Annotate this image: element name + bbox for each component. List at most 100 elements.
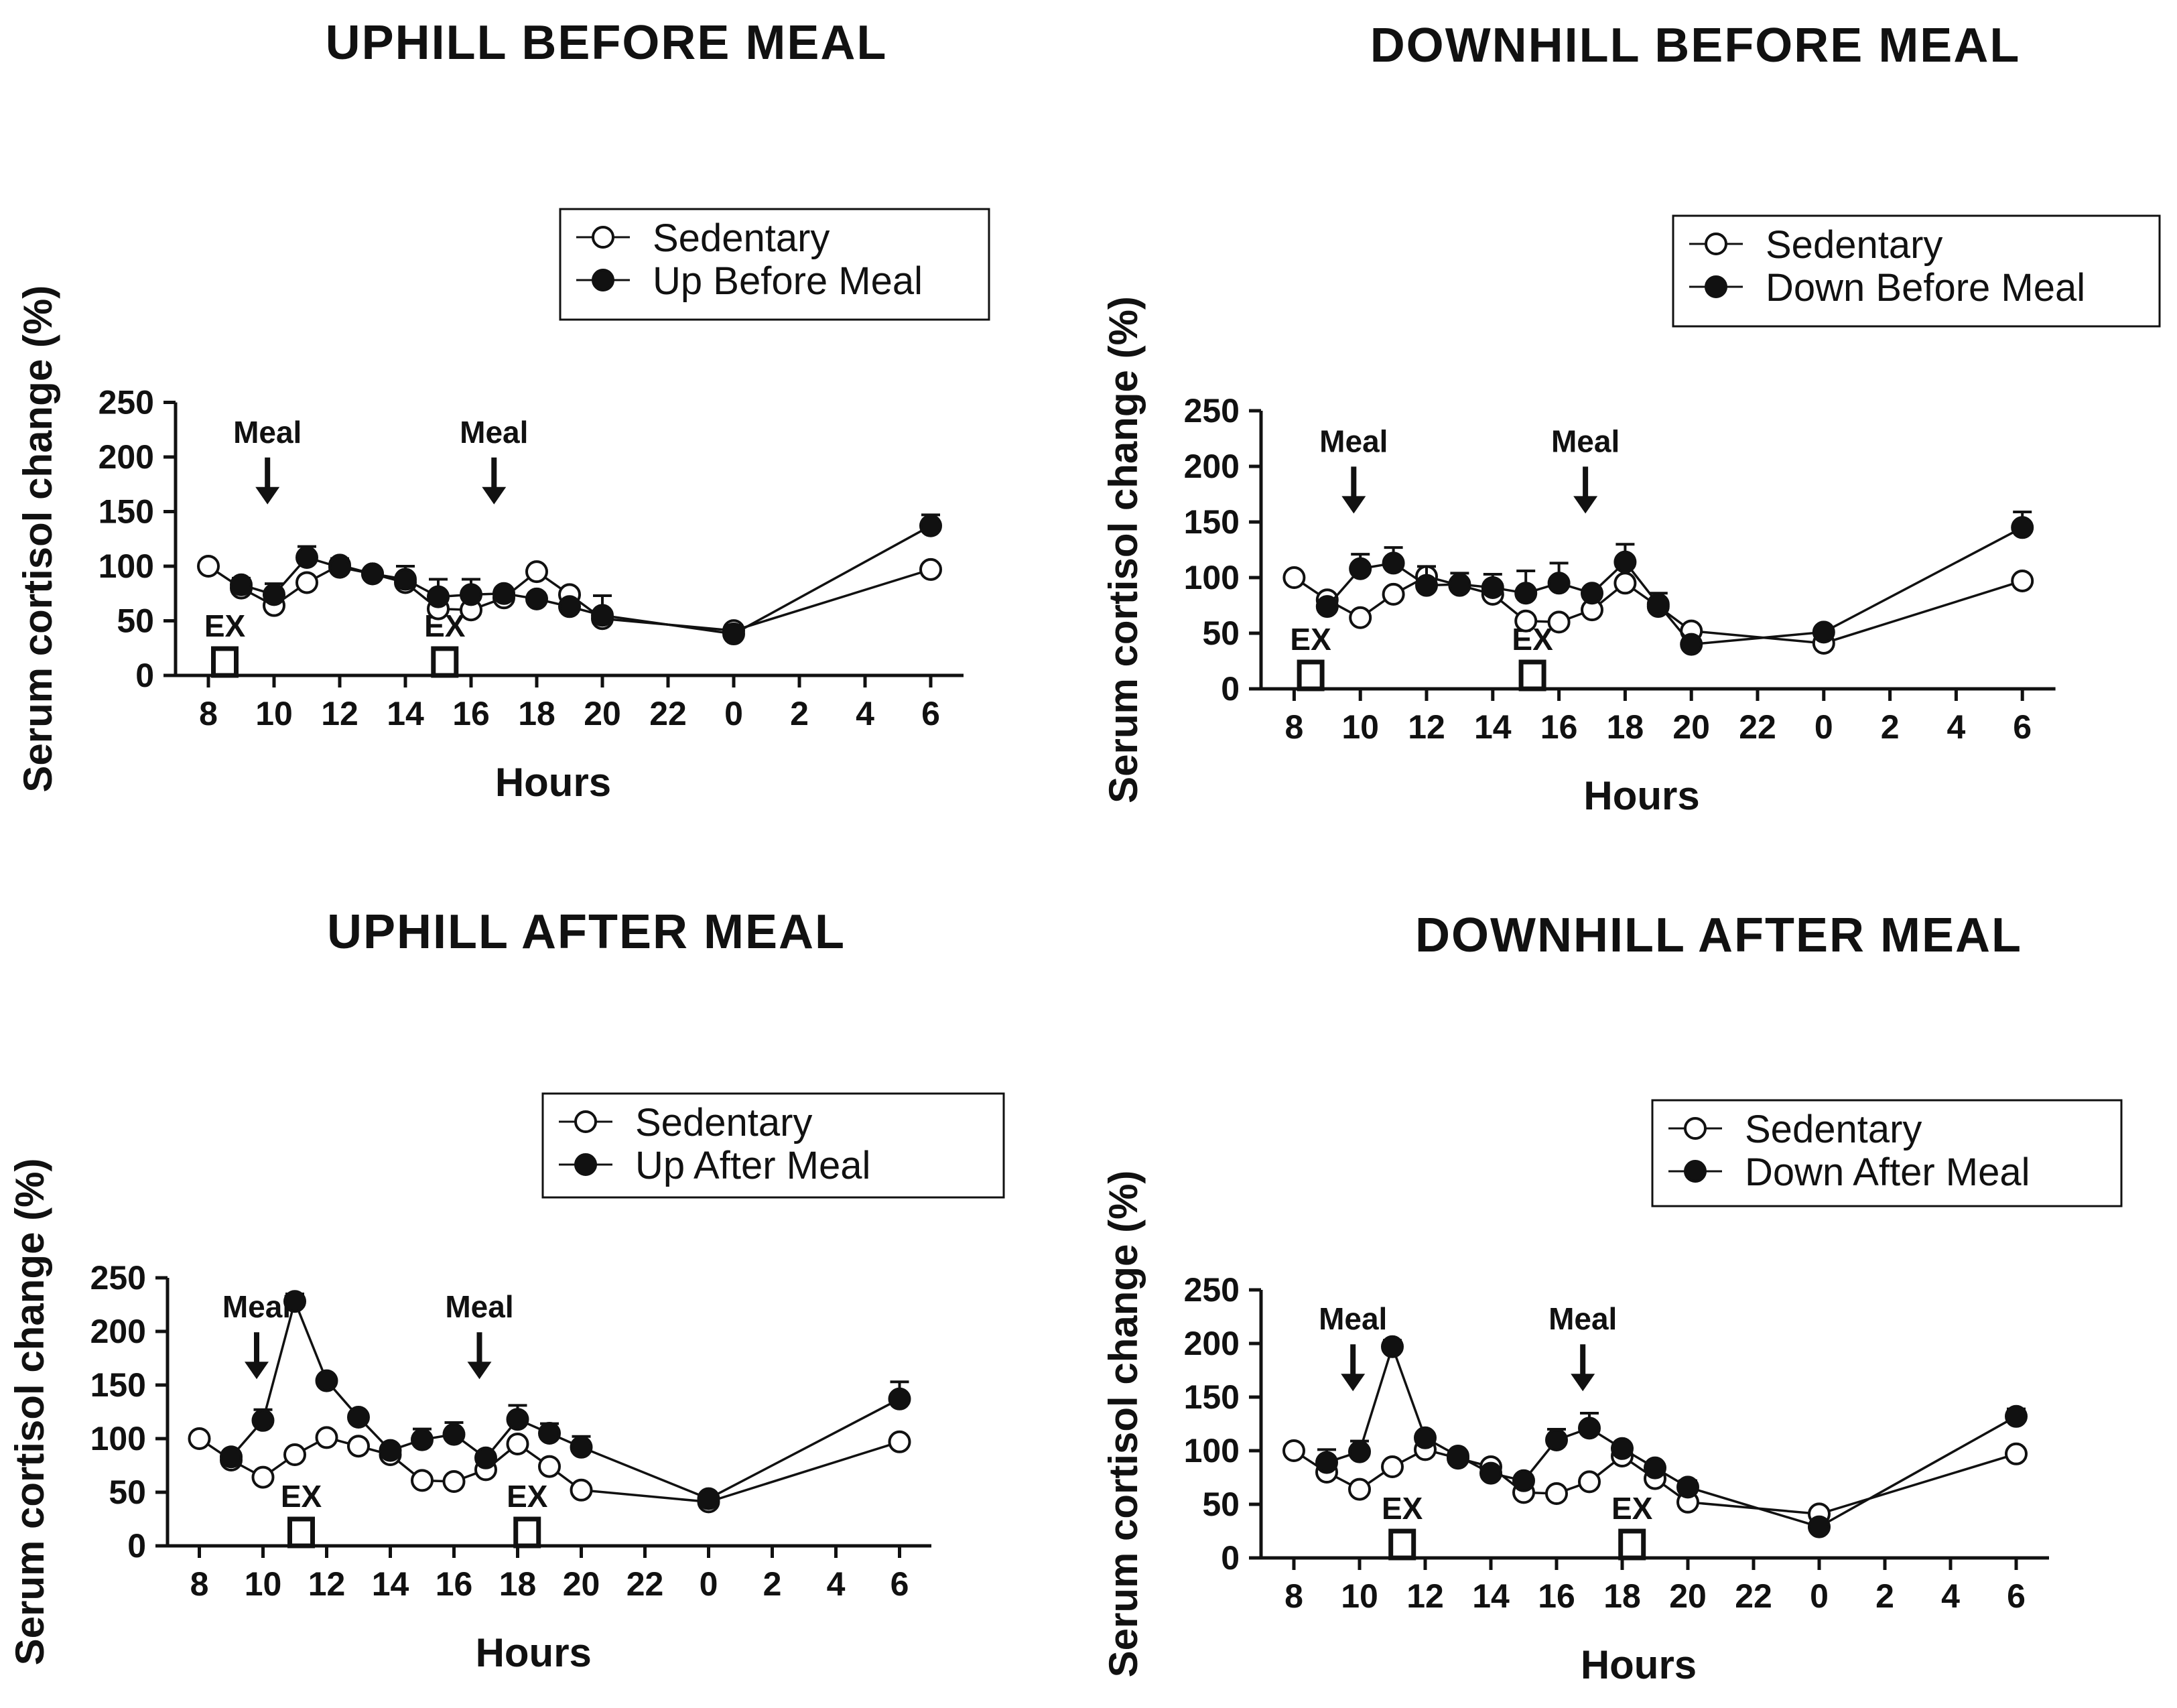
meal-label: Meal xyxy=(460,415,528,450)
y-tick-label: 250 xyxy=(1184,1271,1240,1309)
exercise-block xyxy=(211,646,239,678)
data-point-exercise xyxy=(1812,620,1835,644)
data-point-exercise xyxy=(1646,592,1670,616)
meal-arrow-head-icon xyxy=(1341,496,1366,514)
legend-box xyxy=(1651,1099,2123,1207)
data-point-exercise xyxy=(1481,576,1504,599)
y-tick-label: 200 xyxy=(98,438,154,476)
x-tick-label: 12 xyxy=(1408,708,1445,746)
data-point-sedentary xyxy=(2005,1442,2028,1465)
data-point-exercise xyxy=(697,1487,720,1510)
y-tick-label: 200 xyxy=(1184,1325,1240,1362)
y-tick-label: 250 xyxy=(98,384,154,421)
meal-arrow-head-icon xyxy=(1571,1374,1595,1392)
y-tick-label: 0 xyxy=(1221,670,1240,708)
data-point-exercise xyxy=(220,1445,243,1469)
y-axis-label: Serum cortisol change (%) xyxy=(1101,1171,1146,1678)
x-tick-label: 6 xyxy=(921,695,940,732)
x-tick-label: 4 xyxy=(1941,1577,1960,1615)
y-tick-label: 200 xyxy=(1184,448,1240,485)
y-axis-label: Serum cortisol change (%) xyxy=(15,285,60,793)
x-tick-label: 4 xyxy=(827,1565,846,1603)
data-point-exercise xyxy=(888,1387,911,1410)
data-point-exercise xyxy=(525,587,548,610)
y-tick-label: 150 xyxy=(1184,1378,1240,1416)
x-tick-label: 14 xyxy=(1472,1577,1510,1615)
chart-title: UPHILL AFTER MEAL xyxy=(327,905,846,959)
data-point-exercise xyxy=(538,1422,561,1445)
data-point-sedentary xyxy=(1547,610,1571,634)
legend-marker-filled xyxy=(592,269,614,291)
meal-label: Meal xyxy=(445,1289,513,1324)
data-point-exercise xyxy=(251,1408,275,1432)
data-point-exercise xyxy=(1613,550,1637,574)
meal-label: Meal xyxy=(1551,423,1620,458)
data-point-exercise xyxy=(347,1406,370,1429)
x-tick-label: 6 xyxy=(890,1565,909,1603)
data-point-sedentary xyxy=(888,1430,911,1453)
x-tick-label: 18 xyxy=(499,1565,537,1603)
meal-label: Meal xyxy=(1319,1301,1387,1336)
x-tick-label: 16 xyxy=(1538,1577,1575,1615)
y-tick-label: 100 xyxy=(90,1420,146,1457)
data-point-exercise xyxy=(474,1446,497,1469)
x-tick-label: 4 xyxy=(1947,708,1965,746)
x-tick-label: 22 xyxy=(1735,1577,1772,1615)
exercise-block xyxy=(513,1516,541,1549)
y-tick-label: 50 xyxy=(117,602,154,640)
x-tick-label: 14 xyxy=(1474,708,1512,746)
data-point-exercise xyxy=(1315,595,1339,618)
y-tick-label: 0 xyxy=(127,1527,146,1565)
data-point-sedentary xyxy=(1514,609,1538,633)
exercise-label: EX xyxy=(281,1479,322,1514)
data-point-sedentary xyxy=(251,1465,275,1489)
legend-marker-filled xyxy=(574,1153,597,1176)
data-point-exercise xyxy=(1348,1440,1371,1463)
y-tick-label: 200 xyxy=(90,1313,146,1350)
data-point-sedentary xyxy=(315,1426,338,1449)
exercise-block xyxy=(1297,659,1325,692)
legend-entry: Sedentary xyxy=(1745,1108,1922,1151)
data-point-exercise xyxy=(283,1290,306,1313)
meal-label: Meal xyxy=(233,415,302,450)
legend-entry: Up After Meal xyxy=(635,1144,870,1187)
data-point-exercise xyxy=(2005,1404,2028,1428)
meal-arrow-head-icon xyxy=(255,486,280,505)
data-point-sedentary xyxy=(506,1433,529,1455)
data-point-exercise xyxy=(427,585,450,608)
x-tick-label: 20 xyxy=(1672,708,1710,746)
x-axis-label: Hours xyxy=(1583,773,1699,818)
x-tick-label: 12 xyxy=(308,1565,346,1603)
exercise-label: EX xyxy=(1611,1491,1653,1526)
data-point-exercise xyxy=(1479,1461,1502,1485)
x-tick-label: 4 xyxy=(856,695,874,732)
x-tick-label: 20 xyxy=(1669,1577,1707,1615)
data-point-exercise xyxy=(1644,1456,1666,1480)
legend-entry: Down After Meal xyxy=(1745,1151,2030,1194)
chart-title: UPHILL BEFORE MEAL xyxy=(326,16,888,70)
data-point-exercise xyxy=(394,568,417,591)
data-point-exercise xyxy=(442,1423,466,1446)
legend-entry: Up Before Meal xyxy=(653,259,923,303)
y-tick-label: 50 xyxy=(1202,614,1240,652)
data-point-exercise xyxy=(919,514,942,537)
data-point-sedentary xyxy=(919,557,942,581)
x-tick-label: 12 xyxy=(321,695,358,732)
y-axis-label: Serum cortisol change (%) xyxy=(7,1159,52,1666)
data-point-sedentary xyxy=(1613,572,1637,595)
x-tick-label: 20 xyxy=(563,1565,600,1603)
x-tick-label: 0 xyxy=(724,695,743,732)
data-point-sedentary xyxy=(411,1469,434,1492)
legend-box xyxy=(1672,214,2161,328)
data-point-exercise xyxy=(1447,1445,1469,1467)
x-tick-label: 14 xyxy=(372,1565,409,1603)
data-point-exercise xyxy=(1349,557,1372,580)
x-tick-label: 8 xyxy=(1284,708,1303,746)
data-point-exercise xyxy=(411,1428,434,1451)
